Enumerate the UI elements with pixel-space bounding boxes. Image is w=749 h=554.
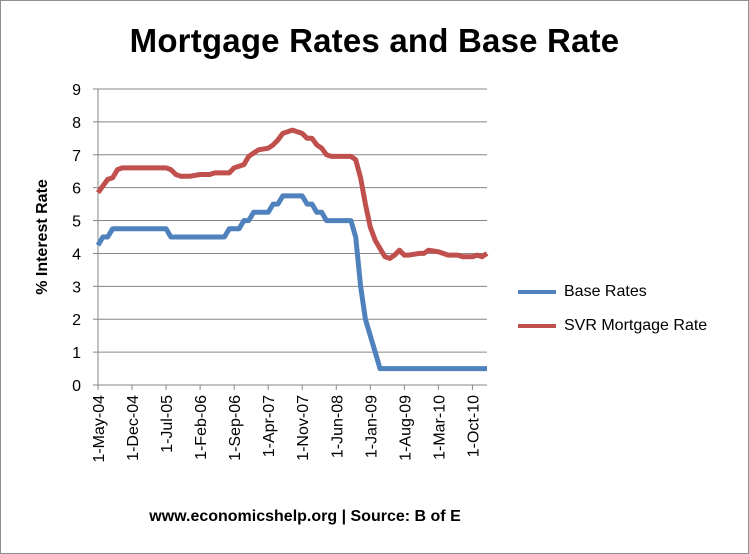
legend-swatch-base-rates	[518, 290, 556, 294]
y-tick-label-8: 8	[72, 115, 81, 132]
series-line-base-rates	[95, 193, 487, 372]
axes	[93, 88, 487, 390]
x-tick-label-1: 1-Dec-04	[125, 395, 142, 461]
x-tick-label-3: 1-Feb-06	[193, 395, 210, 460]
x-tick-label-11: 1-Oct-10	[465, 395, 482, 457]
x-tick-label-5: 1-Apr-07	[261, 395, 278, 457]
series-lines	[95, 127, 489, 372]
y-tick-label-2: 2	[72, 312, 81, 329]
series-line-svr-mortgage-rate	[95, 127, 489, 261]
y-tick-label-5: 5	[72, 214, 81, 231]
x-tick-label-8: 1-Jan-09	[363, 395, 380, 458]
x-tick-label-7: 1-Jun-08	[329, 395, 346, 458]
y-tick-label-1: 1	[72, 345, 81, 362]
x-tick-label-2: 1-Jul-05	[159, 395, 176, 453]
y-tick-label-9: 9	[72, 82, 81, 99]
y-tick-label-6: 6	[72, 181, 81, 198]
legend-label-base-rates: Base Rates	[564, 283, 647, 300]
x-tick-label-4: 1-Sep-06	[227, 395, 244, 461]
tick-labels: 0 1 2 3 4 5 6 7 8 9 1-May-04 1-Dec-04 1-Jul-05 1-Feb-…	[72, 82, 482, 463]
chart-title: Mortgage Rates and Base Rate	[129, 22, 620, 59]
legend-swatch-svr-mortgage-rate	[518, 324, 556, 328]
x-tick-label-6: 1-Nov-07	[295, 395, 312, 461]
x-tick-label-0: 1-May-04	[91, 395, 108, 463]
gridlines	[98, 88, 487, 353]
y-tick-label-7: 7	[72, 148, 81, 165]
y-tick-label-4: 4	[72, 246, 81, 263]
source-footer: www.economicshelp.org | Source: B of E	[149, 508, 461, 525]
x-tick-label-9: 1-Aug-09	[397, 395, 414, 461]
legend-label-svr-mortgage-rate: SVR Mortgage Rate	[564, 317, 708, 334]
x-tick-label-10: 1-Mar-10	[431, 395, 448, 460]
y-tick-label-0: 0	[72, 378, 81, 395]
y-tick-label-3: 3	[72, 279, 81, 296]
